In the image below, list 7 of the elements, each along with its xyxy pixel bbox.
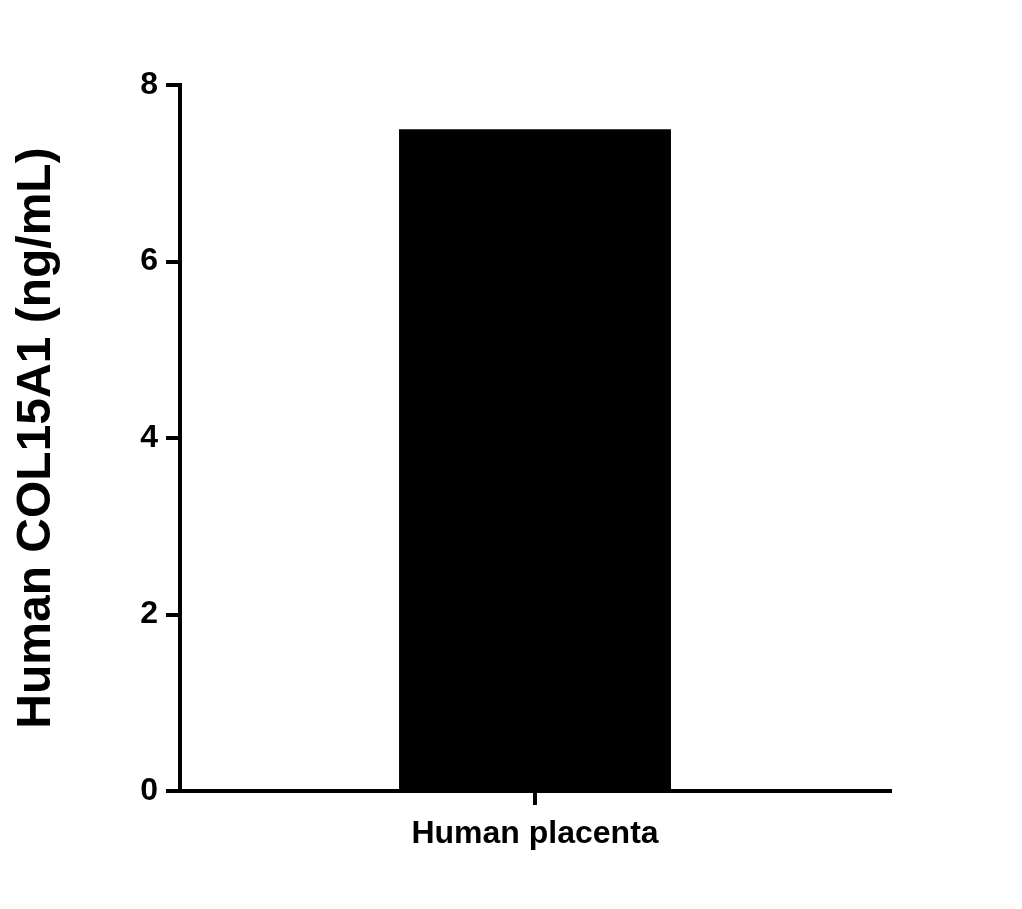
y-tick-label: 0 [140,770,158,807]
y-tick-label: 8 [140,64,158,101]
y-tick-label: 4 [140,417,159,454]
y-tick-label: 6 [140,241,158,278]
x-tick-label: Human placenta [411,814,659,851]
y-tick-label: 2 [140,594,158,631]
y-axis-title: Human COL15A1 (ng/mL) [7,147,61,729]
